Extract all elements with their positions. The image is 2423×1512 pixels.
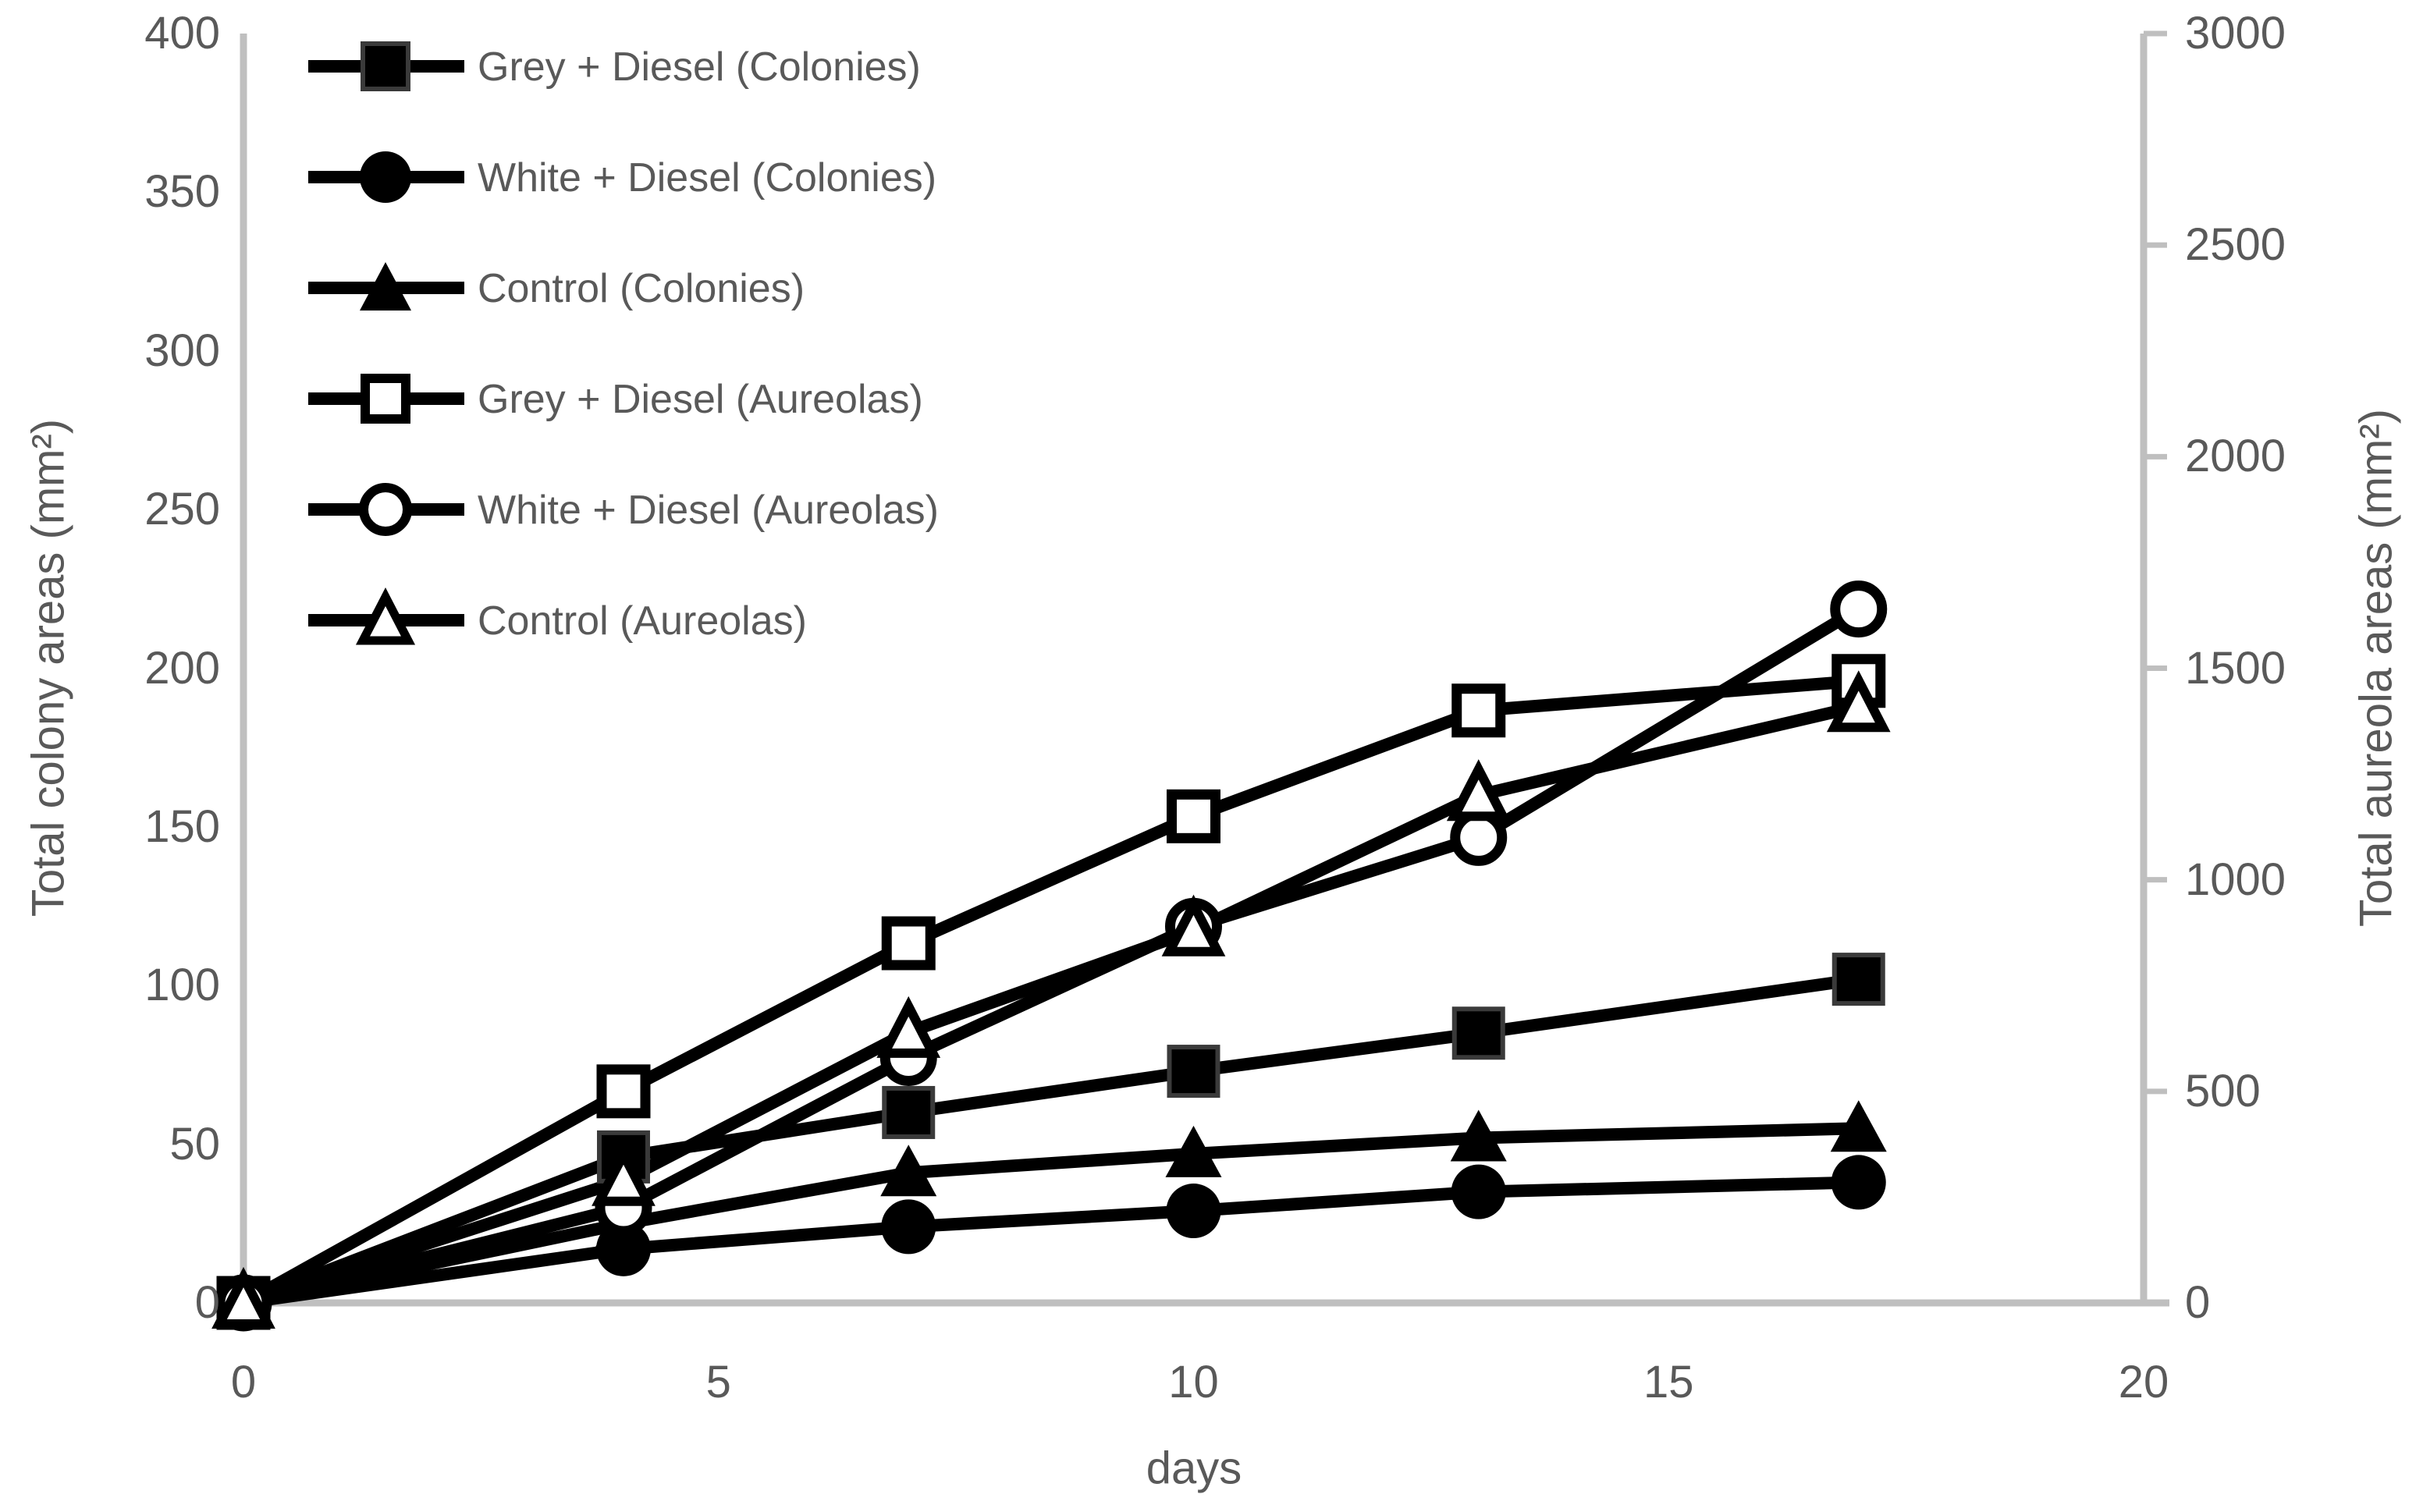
circle-open-marker	[1450, 808, 1508, 866]
square-open-marker	[1167, 789, 1220, 843]
circle-open-icon	[359, 483, 412, 536]
left-axis-title: Total colony areas (mm²)	[23, 418, 74, 917]
legend-label: White + Diesel (Colonies)	[478, 155, 936, 201]
right-axis-ticks	[2144, 30, 2167, 1306]
tick-label: 250	[144, 484, 220, 535]
triangle-open-marker	[1161, 894, 1226, 957]
square-filled-marker	[1167, 1045, 1220, 1099]
tick-label: 1500	[2185, 642, 2286, 694]
triangle-filled-marker	[880, 1145, 937, 1197]
tick-label: 5	[705, 1357, 731, 1407]
legend-item: Control (Colonies)	[308, 262, 805, 311]
tick-label: 20	[2118, 1357, 2169, 1407]
tick-label: 100	[144, 960, 220, 1011]
triangle-filled-marker	[1830, 1100, 1887, 1152]
tick-label: 15	[1643, 1357, 1694, 1407]
legend-item: White + Diesel (Aureolas)	[308, 483, 939, 536]
circle-filled-marker	[1831, 1155, 1886, 1210]
square-filled-icon	[361, 41, 410, 91]
tick-label: 350	[144, 166, 220, 218]
series-line	[241, 973, 1860, 1309]
tick-label: 1000	[2185, 854, 2286, 905]
square-open-icon	[361, 374, 410, 424]
circle-open-marker	[1830, 580, 1888, 638]
triangle-filled-marker	[1450, 1109, 1507, 1162]
legend-label: Control (Aureolas)	[478, 598, 807, 644]
legend-label: Grey + Diesel (Aureolas)	[478, 377, 923, 422]
square-filled-marker	[1831, 953, 1885, 1006]
triangle-open-marker	[876, 996, 941, 1058]
triangle-open-marker	[592, 1144, 655, 1206]
series-line	[240, 674, 1860, 1308]
legend-label: Grey + Diesel (Colonies)	[478, 44, 921, 90]
tick-label: 0	[2185, 1277, 2211, 1328]
square-open-marker	[1451, 683, 1506, 738]
square-filled-marker	[882, 1085, 936, 1139]
tick-label: 2000	[2185, 431, 2286, 482]
tick-label: 10	[1168, 1357, 1219, 1407]
series-layer	[211, 580, 1891, 1332]
tick-label: 200	[144, 642, 220, 694]
tick-label: 0	[230, 1357, 257, 1407]
series-line	[242, 1176, 1859, 1309]
triangle-open-marker	[211, 1266, 275, 1329]
square-open-marker	[596, 1064, 651, 1119]
tick-label: 300	[144, 325, 220, 376]
square-open-marker	[881, 916, 936, 971]
tick-label: 500	[2185, 1065, 2261, 1116]
tick-label: 150	[144, 800, 220, 852]
series-line	[241, 700, 1860, 1309]
legend-item: Grey + Diesel (Aureolas)	[308, 374, 923, 424]
legend-item: Control (Aureolas)	[308, 587, 807, 645]
legend-label: White + Diesel (Aureolas)	[478, 488, 939, 533]
triangle-filled-marker	[1165, 1125, 1222, 1177]
tick-label: 50	[169, 1118, 220, 1169]
triangle-open-icon	[355, 587, 416, 645]
triangle-open-marker	[1446, 759, 1511, 822]
circle-filled-marker	[1451, 1164, 1506, 1219]
legend-item: Grey + Diesel (Colonies)	[308, 41, 921, 91]
circle-filled-marker	[1166, 1184, 1221, 1239]
triangle-open-marker	[1826, 670, 1891, 733]
legend-item: White + Diesel (Colonies)	[308, 151, 936, 203]
right-axis-title: Total aureola areas (mm²)	[2350, 409, 2402, 927]
legend-label: Control (Colonies)	[478, 266, 805, 311]
circle-filled-icon	[360, 151, 411, 203]
tick-label: 400	[144, 8, 220, 59]
x-axis-title: days	[1146, 1443, 1242, 1494]
tick-label: 2500	[2185, 219, 2286, 271]
tick-label: 0	[194, 1277, 220, 1328]
triangle-filled-icon	[360, 262, 411, 311]
axes	[240, 30, 2169, 1307]
tick-label: 3000	[2185, 8, 2286, 59]
square-filled-marker	[1451, 1006, 1505, 1060]
series-line	[242, 1122, 1859, 1309]
series-line	[242, 603, 1862, 1309]
legend: Grey + Diesel (Colonies) White + Diesel …	[308, 41, 939, 645]
circle-filled-marker	[881, 1199, 936, 1255]
